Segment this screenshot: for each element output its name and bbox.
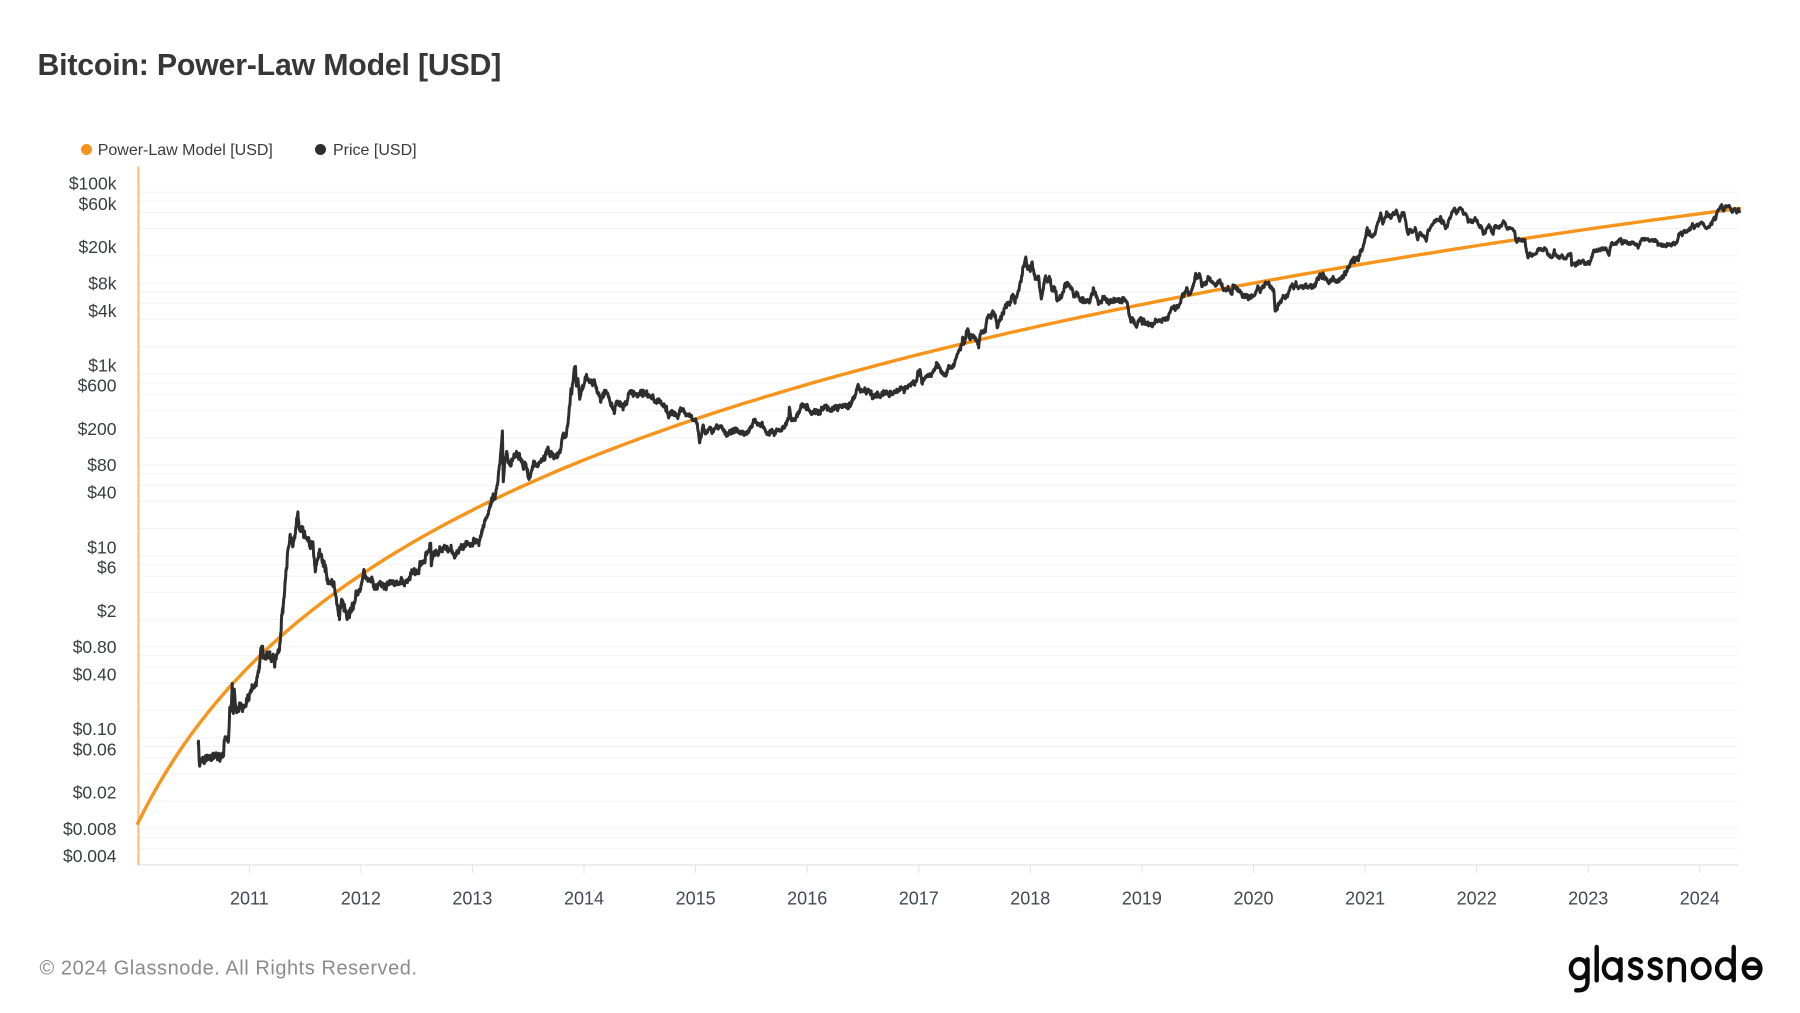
- svg-text:$1k: $1k: [88, 356, 116, 376]
- svg-text:$0.40: $0.40: [73, 664, 117, 684]
- svg-text:$200: $200: [78, 419, 117, 439]
- svg-text:2017: 2017: [899, 889, 939, 909]
- svg-text:2014: 2014: [564, 889, 604, 909]
- svg-text:2022: 2022: [1457, 889, 1497, 909]
- svg-text:$60k: $60k: [79, 194, 117, 214]
- svg-text:2013: 2013: [452, 889, 492, 909]
- svg-text:$0.06: $0.06: [73, 739, 117, 759]
- svg-text:2023: 2023: [1568, 889, 1608, 909]
- svg-text:$6: $6: [97, 558, 116, 578]
- svg-text:$100k: $100k: [69, 174, 117, 194]
- svg-text:2012: 2012: [341, 889, 381, 909]
- svg-text:2024: 2024: [1680, 889, 1720, 909]
- svg-text:2019: 2019: [1122, 889, 1162, 909]
- svg-text:© 2024 Glassnode. All Rights R: © 2024 Glassnode. All Rights Reserved.: [40, 958, 418, 980]
- svg-text:$0.80: $0.80: [73, 637, 117, 657]
- svg-text:$0.02: $0.02: [73, 783, 117, 803]
- svg-text:$0.004: $0.004: [63, 846, 117, 866]
- svg-text:Bitcoin: Power-Law Model [USD]: Bitcoin: Power-Law Model [USD]: [38, 49, 502, 82]
- svg-text:Price [USD]: Price [USD]: [333, 142, 417, 159]
- svg-text:$0.10: $0.10: [73, 719, 117, 739]
- svg-text:2016: 2016: [787, 889, 827, 909]
- svg-text:$8k: $8k: [88, 273, 116, 293]
- svg-text:$0.008: $0.008: [63, 819, 117, 839]
- svg-text:2018: 2018: [1010, 889, 1050, 909]
- svg-text:$600: $600: [78, 376, 117, 396]
- svg-text:2021: 2021: [1345, 889, 1385, 909]
- svg-text:$4k: $4k: [88, 301, 116, 321]
- svg-text:2011: 2011: [230, 889, 269, 909]
- svg-text:$20k: $20k: [79, 237, 117, 257]
- svg-text:$10: $10: [87, 537, 116, 557]
- svg-text:$40: $40: [87, 483, 116, 503]
- svg-text:2015: 2015: [676, 889, 716, 909]
- svg-text:Power-Law Model [USD]: Power-Law Model [USD]: [98, 142, 273, 159]
- svg-text:2020: 2020: [1233, 889, 1273, 909]
- svg-text:$80: $80: [87, 455, 116, 475]
- svg-text:$2: $2: [97, 601, 116, 621]
